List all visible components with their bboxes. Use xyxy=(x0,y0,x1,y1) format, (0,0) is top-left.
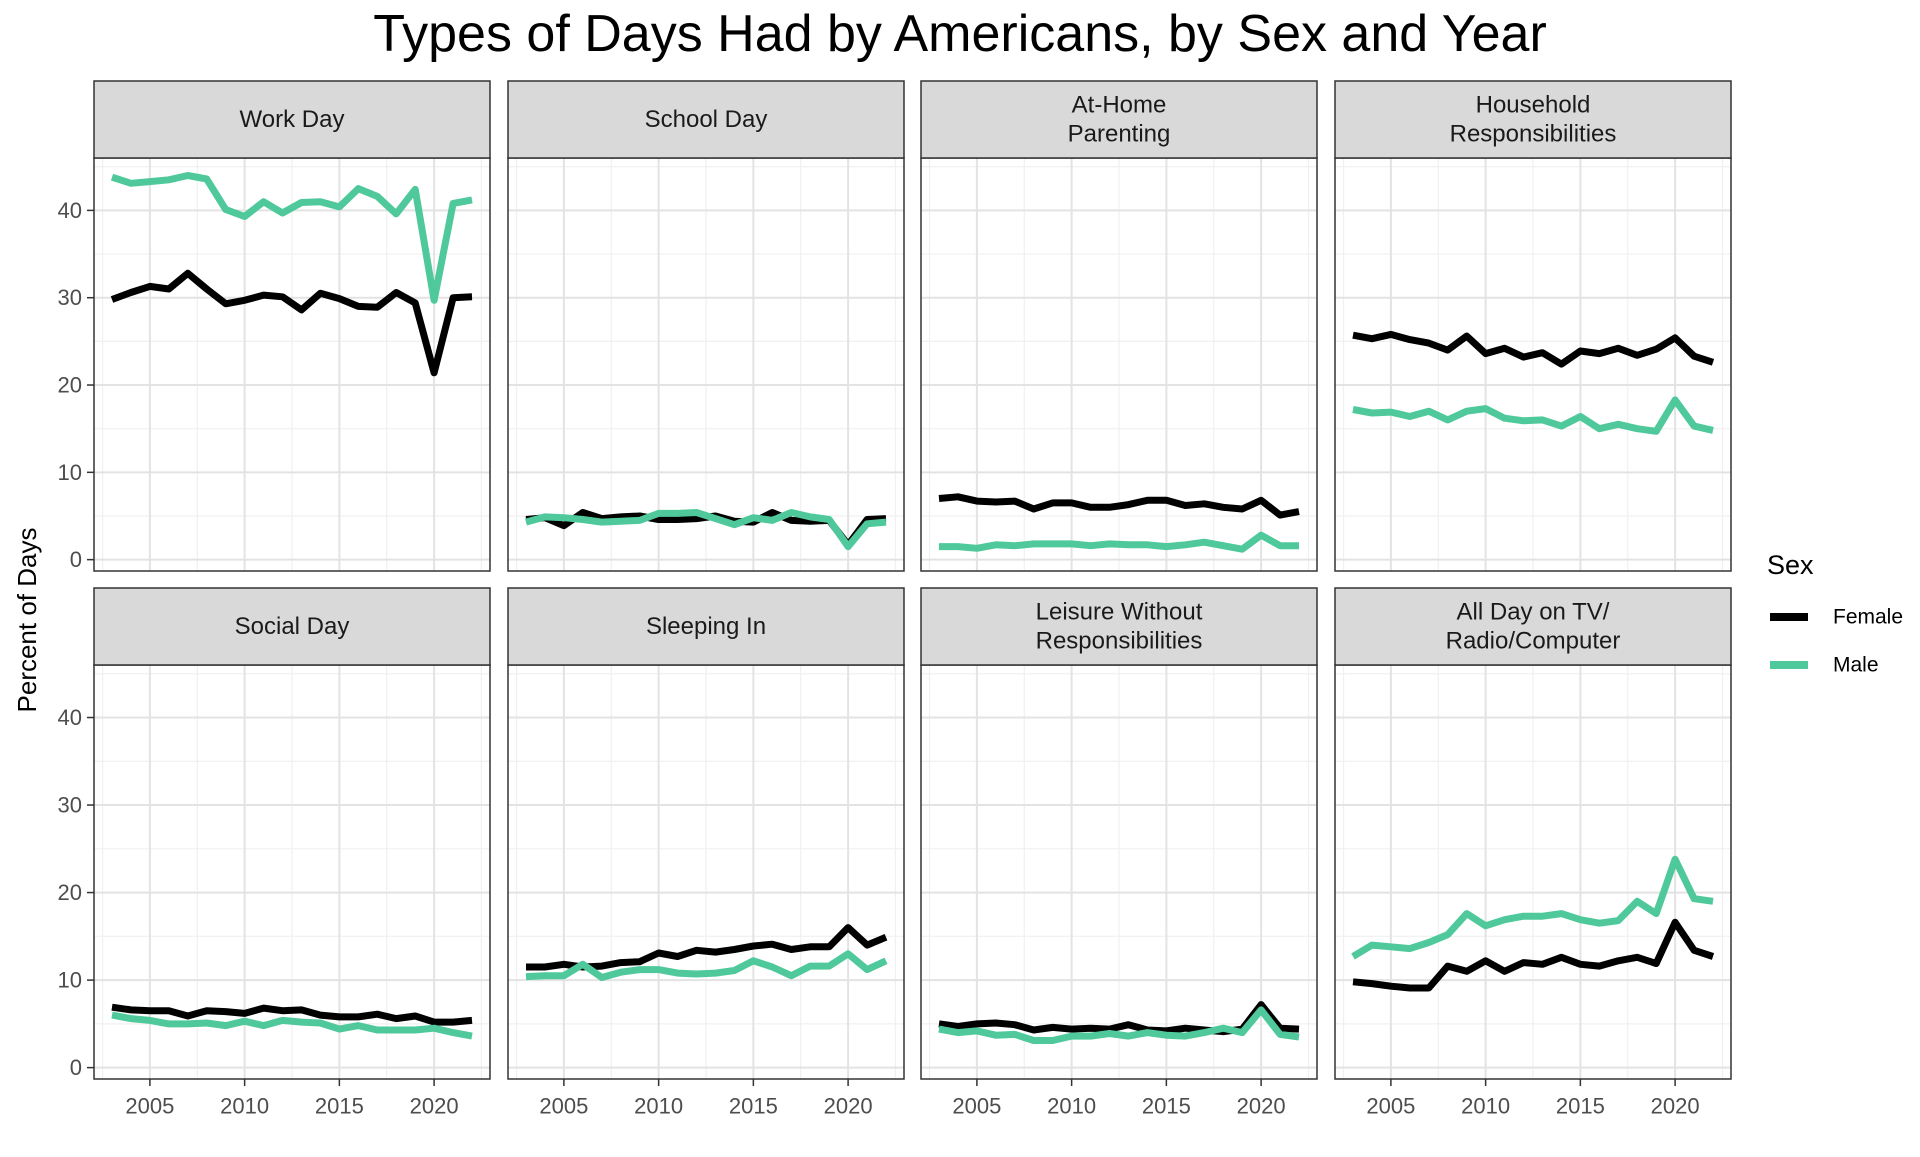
series-line-female xyxy=(110,269,473,377)
facet-strip-label: Sleeping In xyxy=(646,613,766,640)
series-line-female xyxy=(1352,918,1715,992)
y-tick-label: 20 xyxy=(58,373,82,398)
series-line-male xyxy=(1352,396,1714,435)
series-line-female xyxy=(111,1003,473,1026)
x-tick-label: 2005 xyxy=(952,1094,1001,1119)
series-line-female xyxy=(1352,330,1715,368)
facet-panel: Social Day 0 10 20 30 40 2005 2010 2015 2020 xyxy=(58,587,491,1119)
legend-title: Sex xyxy=(1767,550,1814,580)
x-tick-label: 2020 xyxy=(824,1094,873,1119)
series-line-male xyxy=(111,1011,473,1040)
x-tick-label: 2010 xyxy=(634,1094,683,1119)
x-tick-label: 2015 xyxy=(729,1094,778,1119)
facet-strip-label: All Day on TV/ xyxy=(1457,599,1610,626)
y-tick-label: 0 xyxy=(70,547,82,572)
facet-strip-label: Household xyxy=(1476,92,1591,119)
x-tick-label: 2010 xyxy=(220,1094,269,1119)
facet-strip-label: Responsibilities xyxy=(1036,628,1203,655)
facet-strip xyxy=(1334,80,1732,159)
facet-strip xyxy=(920,587,1318,666)
facet-strip xyxy=(1334,587,1732,666)
y-tick-label: 40 xyxy=(58,198,82,223)
y-tick-label: 40 xyxy=(58,705,82,730)
legend-label-male: Male xyxy=(1833,654,1879,677)
facet-strip xyxy=(507,80,905,159)
x-tick-label: 2015 xyxy=(315,1094,364,1119)
y-tick-label: 10 xyxy=(58,460,82,485)
x-tick-label: 2020 xyxy=(1237,1094,1286,1119)
facet-strip-label: Social Day xyxy=(235,613,350,640)
facet-strip-label: School Day xyxy=(645,106,768,133)
facet-strip xyxy=(93,587,491,666)
legend-label-female: Female xyxy=(1833,606,1903,629)
x-tick-label: 2005 xyxy=(125,1094,174,1119)
facet-panel: All Day on TV/Radio/Computer 2005 2010 2015… xyxy=(1334,587,1732,1119)
facet-panel: School Day xyxy=(507,80,905,572)
chart-title: Types of Days Had by Americans, by Sex a… xyxy=(373,5,1547,63)
series-line-male xyxy=(525,950,888,981)
series-line-male xyxy=(939,531,1299,553)
x-tick-label: 2015 xyxy=(1142,1094,1191,1119)
x-tick-label: 2005 xyxy=(1366,1094,1415,1119)
y-axis-title: Percent of Days xyxy=(12,528,42,713)
x-tick-label: 2010 xyxy=(1047,1094,1096,1119)
facet-strip-label: At-Home xyxy=(1072,92,1167,119)
y-tick-label: 10 xyxy=(58,968,82,993)
x-tick-label: 2020 xyxy=(1651,1094,1700,1119)
y-tick-label: 30 xyxy=(58,793,82,818)
y-tick-label: 0 xyxy=(70,1055,82,1080)
x-tick-label: 2005 xyxy=(539,1094,588,1119)
facet-strip-label: Radio/Computer xyxy=(1446,628,1621,655)
facet-strip xyxy=(507,587,905,666)
facet-panel: Sleeping In 2005 2010 2015 2020 xyxy=(507,587,905,1119)
y-tick-label: 30 xyxy=(58,285,82,310)
facet-strip-label: Responsibilities xyxy=(1450,121,1617,148)
series-line-male xyxy=(938,1006,1300,1044)
series-line-female xyxy=(938,493,1300,519)
series-line-male xyxy=(525,509,887,551)
facet-strip-label: Parenting xyxy=(1068,121,1171,148)
series-line-male xyxy=(110,172,473,304)
x-tick-label: 2020 xyxy=(410,1094,459,1119)
facet-strip-label: Leisure Without xyxy=(1036,599,1203,626)
y-tick-label: 20 xyxy=(58,880,82,905)
x-tick-label: 2010 xyxy=(1461,1094,1510,1119)
x-tick-label: 2015 xyxy=(1556,1094,1605,1119)
facet-strip xyxy=(920,80,1318,159)
facet-strip xyxy=(93,80,491,159)
series-line-male xyxy=(1351,855,1714,960)
legend: Sex Female Male xyxy=(1767,550,1903,677)
facet-panel: Work Day 0 10 20 30 40 xyxy=(58,80,491,572)
facet-strip-label: Work Day xyxy=(240,106,345,133)
